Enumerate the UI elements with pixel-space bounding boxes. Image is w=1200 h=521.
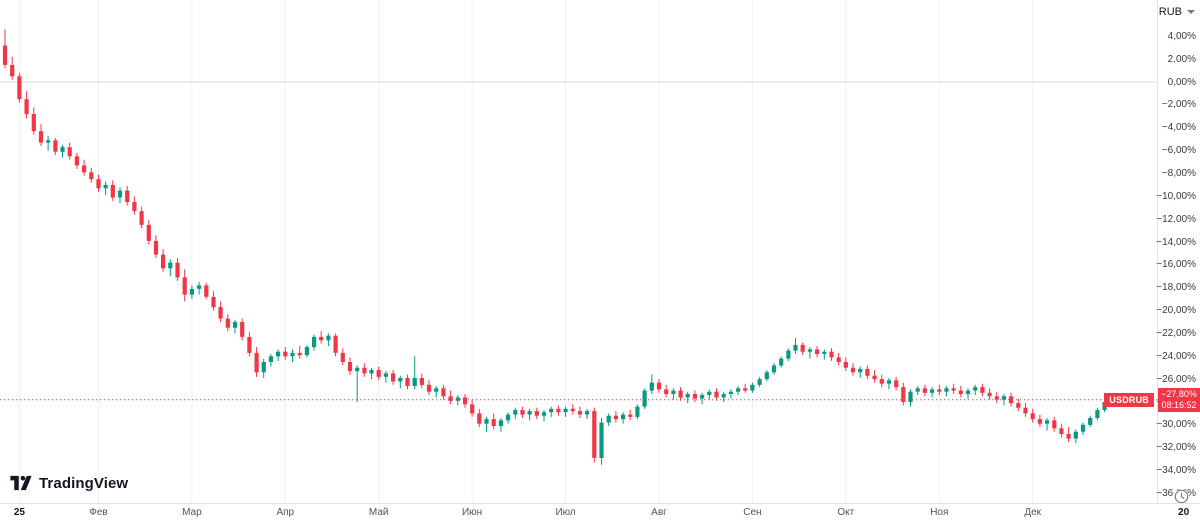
time-tick-label: Окт [837, 507, 855, 518]
price-tick-label: 0,00% [1167, 76, 1196, 88]
price-tick-label: −16,00% [1156, 259, 1196, 271]
time-tick-label: Май [368, 507, 389, 518]
price-flag: −27,80% 08:16:52 [1158, 388, 1200, 413]
price-tick-label: −32,00% [1156, 442, 1196, 454]
price-chart[interactable] [0, 0, 1157, 503]
time-tick-label: Ноя [930, 507, 949, 518]
price-flag-value: −27,80% [1161, 389, 1197, 400]
tradingview-logo-icon [10, 475, 32, 491]
price-tick-label: −20,00% [1156, 305, 1196, 317]
price-tick-label: 2,00% [1167, 53, 1196, 65]
price-tick-label: 4,00% [1167, 30, 1196, 42]
price-tick-label: −8,00% [1161, 168, 1196, 179]
price-tick-label: −2,00% [1161, 99, 1196, 111]
time-tick-label: Июн [461, 507, 483, 518]
price-tick-label: −10,00% [1156, 190, 1196, 202]
time-tick-label: 25 [13, 507, 25, 518]
currency-selector[interactable]: RUB [1159, 6, 1195, 18]
time-tick-label: Дек [1024, 507, 1042, 518]
price-axis[interactable]: 4,00% 2,00% 0,00% −2,00% −4,00% −6,00% −8,00% −… [1156, 0, 1200, 503]
tradingview-logo[interactable]: TradingView [10, 474, 128, 492]
price-tick-label: −4,00% [1161, 122, 1196, 134]
chevron-down-icon [1187, 10, 1195, 14]
timezone-clock-icon[interactable] [1174, 489, 1189, 504]
price-tick-label: −30,00% [1156, 419, 1196, 431]
price-tick-label: −6,00% [1161, 145, 1196, 157]
time-tick-label: Июл [555, 507, 576, 518]
price-tick-label: −22,00% [1156, 327, 1196, 339]
price-tick-label: −14,00% [1156, 236, 1196, 248]
time-tick-label: Мар [182, 507, 202, 518]
time-tick-label: Авг [651, 507, 667, 518]
candlestick-svg [0, 0, 1157, 503]
symbol-badge: USDRUB [1104, 392, 1154, 407]
price-flag-time: 08:16:52 [1161, 400, 1197, 411]
time-tick-label: Апр [276, 507, 295, 518]
tradingview-logo-text: TradingView [39, 474, 129, 492]
time-axis[interactable]: 25 Фев Мар Апр Май Июн Июл Авг Сен Окт Ноя Дек 20 [0, 503, 1200, 521]
time-tick-label: Фев [89, 507, 108, 518]
price-tick-label: −18,00% [1156, 282, 1196, 294]
price-tick-label: −34,00% [1156, 465, 1196, 476]
price-tick-label: −24,00% [1156, 350, 1196, 362]
currency-label: RUB [1158, 6, 1182, 18]
time-tick-label: 20 [1178, 507, 1190, 518]
time-tick-label: Сен [743, 507, 762, 518]
price-tick-label: −26,00% [1156, 373, 1196, 385]
price-tick-label: −12,00% [1156, 213, 1196, 225]
